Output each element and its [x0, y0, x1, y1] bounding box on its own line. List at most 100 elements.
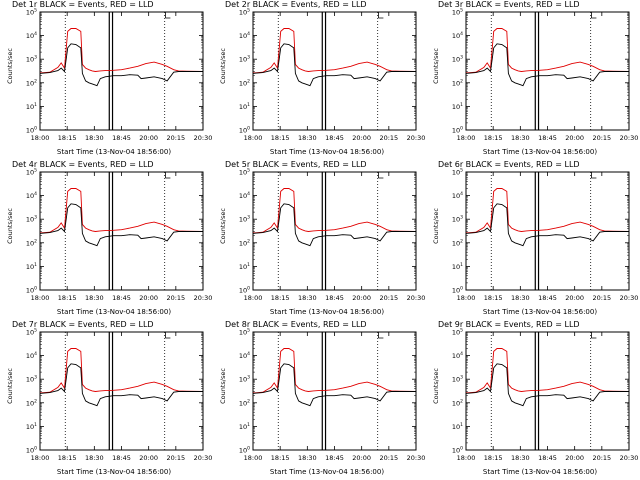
x-tick-label: 18:00: [244, 454, 263, 462]
x-tick-label: 18:00: [457, 294, 476, 302]
x-tick-label: 20:30: [620, 294, 639, 302]
y-axis-label: Counts/sec: [219, 208, 227, 244]
x-tick-label: 18:15: [484, 294, 503, 302]
series-line-lld: [252, 188, 417, 234]
top-bracket-mark: [378, 12, 384, 19]
x-tick-label: 18:30: [85, 294, 104, 302]
panel-title: Det 8r BLACK = Events, RED = LLD: [225, 320, 367, 329]
panel-svg: 100 101 102 103 104 105 18:00 18:15 18:30 18:45 20…: [26, 8, 213, 143]
y-tick-label: 105: [26, 168, 37, 177]
panel-title: Det 1r BLACK = Events, RED = LLD: [12, 0, 154, 9]
x-tick-label: 18:00: [31, 134, 50, 142]
x-tick-label: 18:30: [298, 454, 317, 462]
x-tick-label: 20:00: [565, 134, 584, 142]
x-axis-label: Start Time (13-Nov-04 18:56:00): [56, 148, 172, 156]
x-tick-label: 18:45: [325, 294, 344, 302]
y-tick-label: 100: [452, 126, 463, 135]
x-axis-label: Start Time (13-Nov-04 18:56:00): [269, 148, 385, 156]
y-tick-label: 105: [452, 8, 463, 17]
y-axis-label: Counts/sec: [432, 208, 440, 244]
series-line-events: [39, 363, 203, 407]
x-tick-label: 20:15: [592, 454, 611, 462]
x-axis-label: Start Time (13-Nov-04 18:56:00): [56, 308, 172, 316]
y-tick-label: 102: [26, 78, 37, 87]
series-line-lld: [39, 348, 204, 394]
x-tick-label: 20:15: [379, 134, 398, 142]
panel-title: Det 2r BLACK = Events, RED = LLD: [225, 0, 367, 9]
series-line-lld: [252, 348, 417, 394]
y-tick-label: 101: [452, 422, 463, 431]
x-tick-label: 20:30: [194, 294, 213, 302]
x-tick-label: 20:30: [620, 134, 639, 142]
x-tick-label: 20:00: [565, 454, 584, 462]
y-tick-label: 102: [239, 238, 250, 247]
y-axis-label: Counts/sec: [6, 48, 14, 84]
y-tick-label: 100: [452, 286, 463, 295]
y-axis-label: Counts/sec: [219, 368, 227, 404]
y-tick-label: 105: [239, 8, 250, 17]
x-tick-label: 20:00: [139, 294, 158, 302]
y-tick-label: 100: [239, 446, 250, 455]
x-tick-label: 20:15: [592, 134, 611, 142]
x-axis-label: Start Time (13-Nov-04 18:56:00): [269, 308, 385, 316]
x-tick-label: 18:00: [31, 294, 50, 302]
panel-title: Det 4r BLACK = Events, RED = LLD: [12, 160, 154, 169]
y-tick-label: 102: [452, 78, 463, 87]
x-axis-label: Start Time (13-Nov-04 18:56:00): [482, 148, 598, 156]
x-tick-label: 18:15: [271, 454, 290, 462]
panel-svg: 100 101 102 103 104 105 18:00 18:15 18:30 18:45 20…: [452, 168, 639, 303]
y-tick-label: 101: [239, 262, 250, 271]
panel-title: Det 3r BLACK = Events, RED = LLD: [438, 0, 580, 9]
y-tick-label: 104: [452, 351, 463, 360]
y-tick-label: 103: [26, 375, 37, 384]
x-tick-label: 20:30: [407, 454, 426, 462]
y-tick-label: 104: [452, 31, 463, 40]
panel-title: Det 9r BLACK = Events, RED = LLD: [438, 320, 580, 329]
x-tick-label: 18:30: [511, 454, 530, 462]
x-tick-label: 20:15: [166, 294, 185, 302]
series-line-lld: [465, 188, 630, 234]
y-tick-label: 104: [26, 31, 37, 40]
x-tick-label: 20:30: [620, 454, 639, 462]
top-bracket-mark: [378, 332, 384, 339]
y-tick-label: 104: [452, 191, 463, 200]
x-tick-label: 18:30: [511, 294, 530, 302]
y-tick-label: 103: [239, 215, 250, 224]
x-axis-label: Start Time (13-Nov-04 18:56:00): [56, 468, 172, 476]
y-tick-label: 104: [239, 31, 250, 40]
x-tick-label: 18:45: [538, 294, 557, 302]
y-tick-label: 101: [26, 102, 37, 111]
x-tick-label: 20:15: [592, 294, 611, 302]
x-tick-label: 18:00: [244, 294, 263, 302]
x-tick-label: 20:30: [194, 134, 213, 142]
detector-panel-1: 100 101 102 103 104 105 18:00 18:15 18:30 18:45 20…: [0, 0, 213, 160]
y-tick-label: 103: [239, 55, 250, 64]
y-tick-label: 103: [452, 55, 463, 64]
y-tick-label: 105: [26, 328, 37, 337]
x-tick-label: 20:30: [407, 294, 426, 302]
y-tick-label: 100: [26, 286, 37, 295]
y-axis-label: Counts/sec: [6, 368, 14, 404]
series-line-events: [252, 43, 416, 87]
y-tick-label: 102: [452, 398, 463, 407]
x-tick-label: 18:30: [85, 454, 104, 462]
x-tick-label: 18:45: [538, 454, 557, 462]
x-tick-label: 18:45: [538, 134, 557, 142]
x-tick-label: 18:00: [457, 454, 476, 462]
series-line-events: [465, 203, 629, 247]
y-axis-label: Counts/sec: [6, 208, 14, 244]
x-tick-label: 18:00: [457, 134, 476, 142]
y-tick-label: 103: [452, 375, 463, 384]
series-line-events: [465, 363, 629, 407]
y-tick-label: 103: [452, 215, 463, 224]
panel-svg: 100 101 102 103 104 105 18:00 18:15 18:30 18:45 20…: [452, 8, 639, 143]
series-line-lld: [39, 188, 204, 234]
x-tick-label: 20:15: [379, 294, 398, 302]
x-tick-label: 18:15: [484, 134, 503, 142]
x-tick-label: 20:00: [139, 134, 158, 142]
x-tick-label: 18:30: [298, 134, 317, 142]
y-tick-label: 100: [239, 286, 250, 295]
y-tick-label: 102: [26, 238, 37, 247]
x-tick-label: 20:15: [166, 134, 185, 142]
